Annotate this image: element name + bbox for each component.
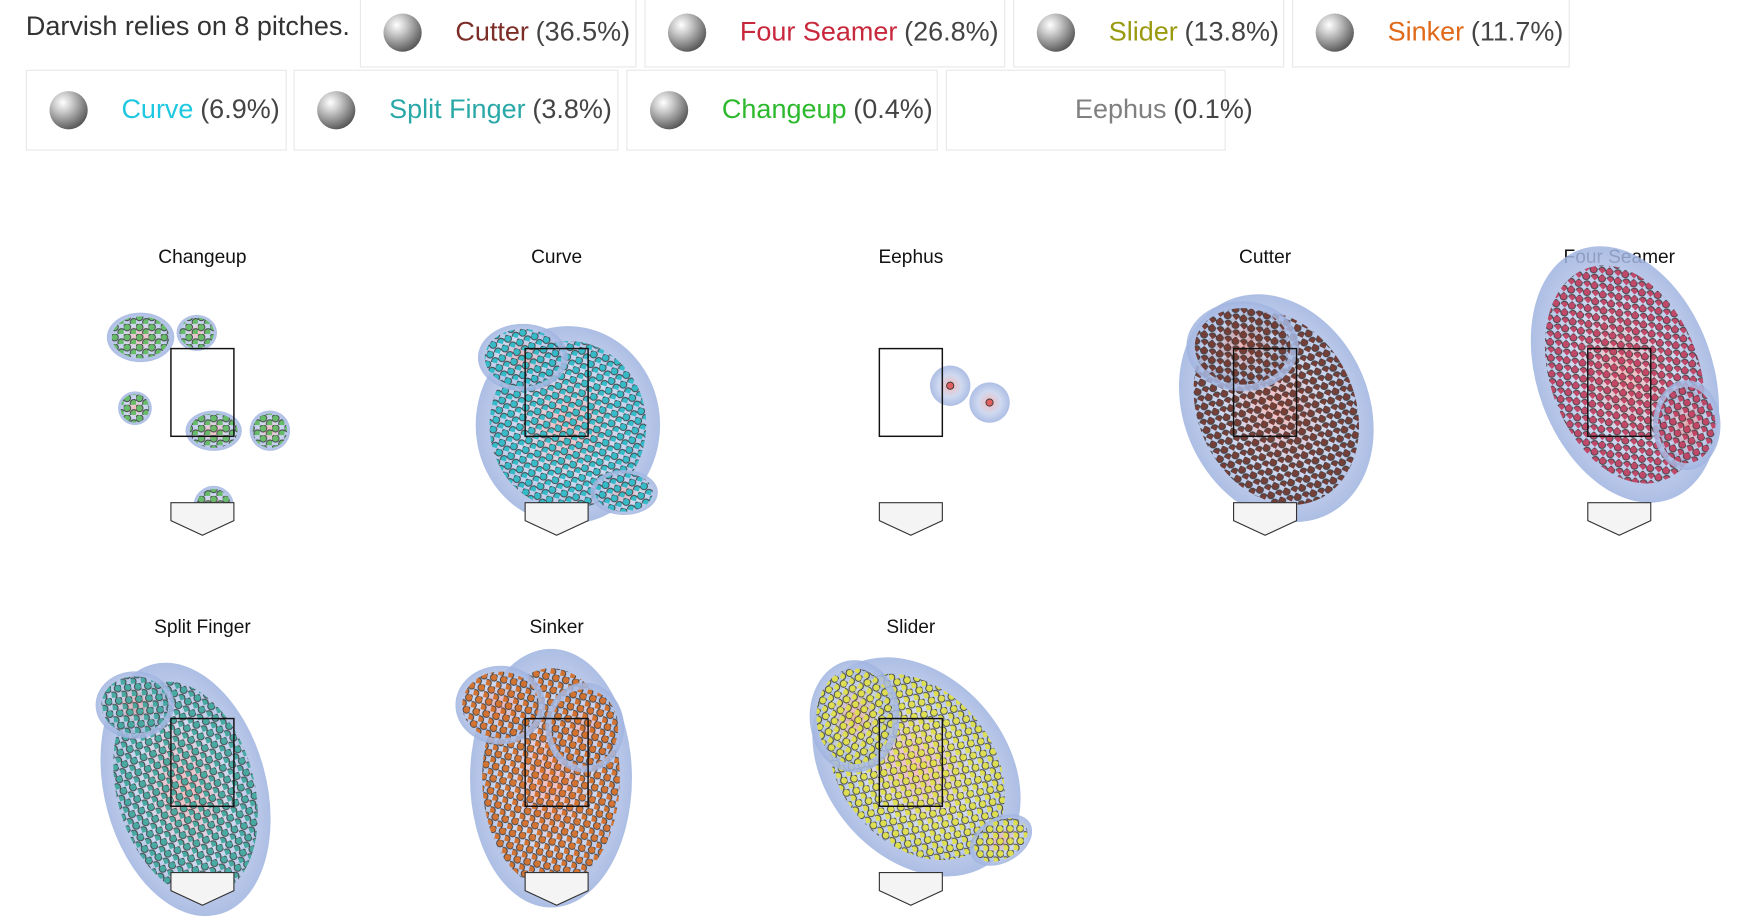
strike-zone bbox=[878, 717, 944, 807]
pitch-dot bbox=[946, 381, 955, 390]
pitch-name: Split Finger bbox=[389, 94, 526, 125]
ball-icon bbox=[383, 13, 422, 52]
pitch-name: Slider bbox=[1108, 16, 1178, 48]
home-plate bbox=[170, 502, 235, 536]
pitch-chip[interactable]: Slider (13.8%) bbox=[1013, 0, 1285, 68]
pitch-cloud bbox=[595, 473, 653, 512]
home-plate bbox=[1233, 502, 1298, 536]
pitch-cloud bbox=[551, 689, 619, 766]
pitch-chip[interactable]: Four Seamer (26.8%) bbox=[644, 0, 1006, 68]
pitch-chip[interactable]: Curve (6.9%) bbox=[25, 69, 287, 151]
pitch-name: Curve bbox=[121, 94, 194, 125]
home-plate bbox=[170, 872, 235, 906]
pitch-panel: Slider bbox=[809, 617, 1033, 906]
pitch-share: (36.5%) bbox=[535, 16, 631, 48]
pitch-cloud bbox=[111, 316, 170, 359]
ball-icon bbox=[317, 91, 356, 130]
pitch-share: (0.1%) bbox=[1173, 94, 1253, 125]
pitch-chip[interactable]: Split Finger (3.8%) bbox=[293, 69, 619, 151]
pitch-name: Four Seamer bbox=[739, 16, 898, 48]
pitch-share: (11.7%) bbox=[1470, 16, 1564, 48]
pitch-cloud bbox=[484, 328, 562, 387]
pitch-cloud bbox=[252, 413, 288, 448]
strike-zone bbox=[170, 347, 235, 438]
pitch-panel: Four Seamer bbox=[1530, 246, 1721, 536]
pitch-panel: Split Finger bbox=[95, 617, 271, 917]
pitch-cloud bbox=[974, 818, 1028, 862]
pitch-chip[interactable]: Changeup (0.4%) bbox=[626, 69, 938, 151]
strike-zone bbox=[878, 347, 944, 438]
pitch-cloud bbox=[816, 668, 893, 765]
ball-icon bbox=[1036, 13, 1076, 52]
pitch-chip[interactable]: Cutter (36.5%) bbox=[359, 0, 637, 68]
home-plate bbox=[878, 872, 943, 906]
pitch-cloud bbox=[1194, 308, 1291, 385]
pitch-share: (26.8%) bbox=[904, 16, 999, 48]
header: Darvish relies on 8 pitches. bbox=[25, 11, 350, 42]
home-plate bbox=[878, 502, 943, 536]
pitch-name: Cutter bbox=[455, 16, 529, 48]
pitch-share: (3.8%) bbox=[532, 94, 612, 125]
pitch-cloud bbox=[189, 413, 238, 448]
pitch-chip[interactable]: Eephus (0.1%) bbox=[945, 69, 1253, 151]
panel-title: Split Finger bbox=[154, 617, 251, 638]
ball-icon bbox=[649, 91, 689, 130]
panel-title: Slider bbox=[886, 617, 935, 638]
home-plate bbox=[524, 872, 589, 906]
strike-zone bbox=[1587, 347, 1652, 438]
panel-title: Eephus bbox=[878, 247, 943, 268]
pitch-panel: Sinker bbox=[455, 617, 632, 908]
pitch-cloud bbox=[101, 676, 169, 734]
pitch-chip[interactable]: Sinker (11.7%) bbox=[1292, 0, 1570, 68]
panel-title: Curve bbox=[531, 247, 582, 268]
panel-title: Sinker bbox=[530, 617, 585, 638]
pitch-panel: Curve bbox=[475, 247, 661, 536]
pitch-name: Sinker bbox=[1387, 16, 1465, 48]
pitch-cloud bbox=[120, 393, 150, 423]
ball-icon bbox=[49, 91, 88, 130]
strike-zone bbox=[1232, 347, 1298, 438]
pitch-name: Changeup bbox=[721, 94, 847, 125]
pitch-cloud bbox=[462, 671, 539, 739]
pitch-share: (0.4%) bbox=[853, 94, 933, 125]
ball-icon bbox=[1315, 13, 1354, 52]
home-plate bbox=[524, 502, 589, 536]
panel-title: Changeup bbox=[158, 247, 246, 268]
home-plate bbox=[1587, 502, 1652, 536]
strike-zone bbox=[170, 717, 235, 807]
pitch-share: (13.8%) bbox=[1184, 16, 1280, 48]
pitch-cloud bbox=[1658, 386, 1716, 464]
pitch-panel: Cutter bbox=[1178, 247, 1374, 536]
panel-title: Cutter bbox=[1239, 247, 1292, 268]
pitch-share: (6.9%) bbox=[200, 94, 280, 125]
strike-zone bbox=[524, 347, 589, 438]
pitch-panel: Changeup bbox=[106, 247, 291, 536]
ball-icon bbox=[667, 13, 707, 52]
pitch-panel: Eephus bbox=[878, 247, 1010, 536]
pitch-cloud bbox=[179, 317, 214, 349]
pitch-dot bbox=[985, 398, 994, 407]
strike-zone bbox=[524, 717, 589, 807]
pitch-name: Eephus bbox=[1075, 94, 1167, 125]
